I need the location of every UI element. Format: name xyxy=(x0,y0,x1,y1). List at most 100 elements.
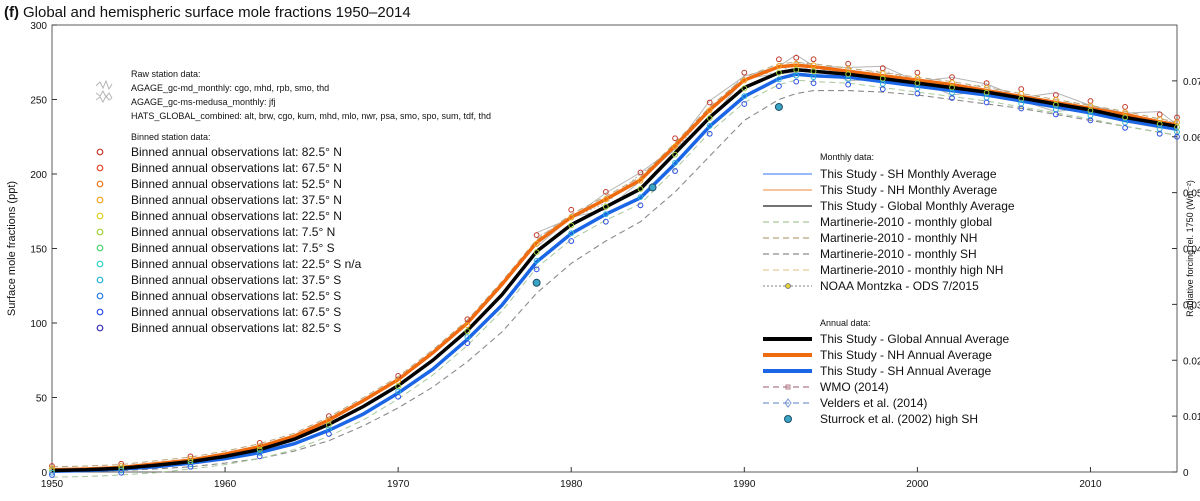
binned-observation-point xyxy=(533,266,540,273)
binned-observation-point xyxy=(810,74,817,81)
panel-tag: (f) xyxy=(4,4,19,21)
binned-observation-point xyxy=(602,203,609,210)
monthly-legend-item: Martinerie-2010 - monthly global xyxy=(820,215,992,229)
y-tick-label: 150 xyxy=(30,245,47,256)
binned-legend-marker xyxy=(96,196,104,204)
binned-observation-point xyxy=(810,68,817,75)
monthly-legend-item: This Study - SH Monthly Average xyxy=(820,167,997,181)
binned-observation-point xyxy=(602,211,609,218)
y2-tick-label: 0.02 xyxy=(1183,356,1200,367)
monthly-legend-title: Monthly data: xyxy=(820,152,874,162)
binned-observation-point xyxy=(256,443,263,450)
binned-legend-item: Binned annual observations lat: 22.5° N xyxy=(131,209,342,223)
sturrock-point xyxy=(648,183,657,192)
binned-observation-point xyxy=(706,123,713,129)
binned-observation-point xyxy=(637,177,644,184)
binned-observation-point xyxy=(568,214,575,221)
y-tick-label: 200 xyxy=(30,170,47,181)
wmo-legend-marker xyxy=(785,384,791,390)
y-tick-label: 50 xyxy=(36,394,48,405)
binned-observation-point xyxy=(1052,92,1059,98)
monthly-legend-item: Martinerie-2010 - monthly high NH xyxy=(820,263,1003,277)
binned-observation-point xyxy=(845,60,852,67)
binned-observation-point xyxy=(914,90,921,97)
binned-observation-point xyxy=(672,159,678,166)
noaa-legend-marker xyxy=(785,283,791,289)
binned-observation-point xyxy=(533,257,540,264)
velders-legend-marker xyxy=(784,398,792,408)
binned-observation-point xyxy=(49,472,55,478)
binned-observation-point xyxy=(1018,86,1025,92)
sturrock-point xyxy=(532,278,541,287)
annual-legend-item: This Study - NH Annual Average xyxy=(820,348,992,362)
x-tick-label: 2000 xyxy=(906,479,929,490)
binned-observation-point xyxy=(1156,130,1163,137)
y2-tick-label: 0 xyxy=(1183,468,1189,479)
binned-observation-point xyxy=(672,151,678,158)
binned-observation-point xyxy=(464,322,471,329)
figure-title: (f) Global and hemispheric surface mole f… xyxy=(4,4,411,21)
binned-legend-item: Binned annual observations lat: 37.5° S xyxy=(131,273,341,287)
binned-observation-point xyxy=(464,316,471,323)
binned-observation-point xyxy=(983,99,990,106)
binned-observation-point xyxy=(464,340,471,347)
binned-observation-point xyxy=(810,62,817,69)
binned-observation-point xyxy=(776,63,782,69)
raw-legend-item: HATS_GLOBAL_combined: alt, brw, cgo, kum… xyxy=(131,111,491,121)
y2-tick-label: 0.05 xyxy=(1183,189,1200,200)
binned-observation-point xyxy=(187,463,194,470)
binned-observation-point xyxy=(1018,105,1025,112)
binned-observation-point xyxy=(1087,117,1094,124)
binned-observation-point xyxy=(568,222,575,229)
monthly-legend-item: This Study - NH Monthly Average xyxy=(820,183,998,197)
binned-observation-point xyxy=(879,86,886,92)
annual-legend-item: Sturrock et al. (2002) high SH xyxy=(820,412,978,426)
binned-legend-marker xyxy=(96,228,104,236)
binned-legend-marker xyxy=(96,180,104,188)
y2-tick-label: 0.06 xyxy=(1183,133,1200,144)
binned-legend-marker xyxy=(96,292,104,300)
binned-observation-point xyxy=(706,99,713,106)
y2-tick-label: 0.04 xyxy=(1183,245,1200,256)
binned-observation-point xyxy=(810,80,817,87)
binned-legend-item: Binned annual observations lat: 52.5° N xyxy=(131,177,342,191)
binned-observation-point xyxy=(602,196,609,203)
monthly-legend-item: Martinerie-2010 - monthly SH xyxy=(820,247,977,261)
binned-legend-item: Binned annual observations lat: 82.5° S xyxy=(131,321,341,335)
binned-legend-item: Binned annual observations lat: 52.5° S xyxy=(131,289,341,303)
binned-observation-point xyxy=(256,453,263,460)
binned-observation-point xyxy=(776,83,782,89)
sturrock-legend-marker xyxy=(784,415,792,423)
binned-observation-point xyxy=(256,440,263,446)
raw-station-line xyxy=(536,54,1178,234)
binned-observation-point xyxy=(118,467,125,474)
binned-legend-marker xyxy=(96,308,104,316)
annual-legend-item: This Study - SH Annual Average xyxy=(820,364,992,378)
binned-legend-item: Binned annual observations lat: 67.5° N xyxy=(131,161,342,175)
binned-legend-marker xyxy=(96,276,104,284)
binned-observation-point xyxy=(949,95,955,101)
binned-observation-point xyxy=(706,107,713,114)
raw-legend-item: AGAGE_gc-md_monthly: cgo, mhd, rpb, smo,… xyxy=(131,83,329,93)
x-tick-label: 1980 xyxy=(560,479,583,490)
sturrock-point xyxy=(774,102,783,111)
binned-legend-item: Binned annual observations lat: 7.5° N xyxy=(131,225,335,239)
monthly-legend-item: Martinerie-2010 - monthly NH xyxy=(820,231,977,245)
binned-observation-point xyxy=(1156,111,1163,118)
binned-observation-point xyxy=(1174,133,1180,140)
binned-observation-point xyxy=(706,130,713,137)
sh-annual-line xyxy=(51,72,1178,474)
binned-observation-point xyxy=(533,232,540,238)
binned-observation-point xyxy=(741,69,748,76)
binned-observation-point xyxy=(793,78,800,85)
binned-legend-item: Binned annual observations lat: 37.5° N xyxy=(131,193,342,207)
binned-observation-point xyxy=(706,115,713,122)
annual-legend-item: WMO (2014) xyxy=(820,380,889,394)
raw-legend-item: AGAGE_gc-ms-medusa_monthly: jfj xyxy=(131,97,276,107)
binned-legend-marker xyxy=(96,260,104,268)
raw-legend-title: Raw station data: xyxy=(131,69,201,79)
y-tick-label: 250 xyxy=(30,96,47,107)
binned-observation-point xyxy=(672,135,678,142)
binned-legend-item: Binned annual observations lat: 82.5° N xyxy=(131,145,342,159)
